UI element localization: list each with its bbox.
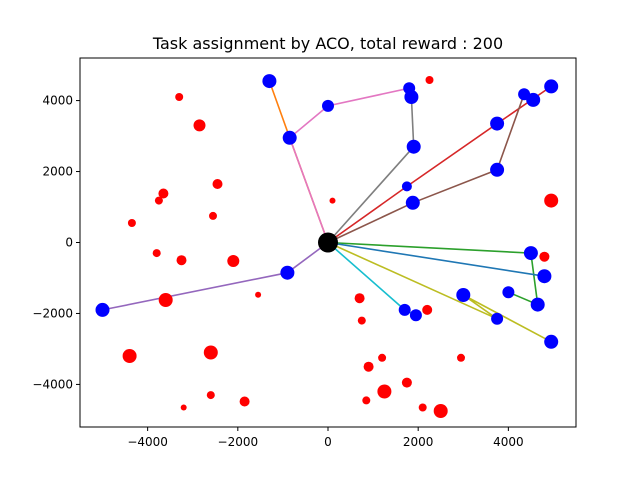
assigned-task-point xyxy=(262,74,277,89)
unassigned-task-point xyxy=(378,353,387,362)
unassigned-task-point xyxy=(209,211,217,220)
assigned-task-point xyxy=(95,302,110,317)
unassigned-task-point xyxy=(544,193,559,208)
assigned-task-point xyxy=(537,269,552,284)
assigned-task-point xyxy=(406,139,421,154)
unassigned-task-point xyxy=(433,404,448,418)
unassigned-task-point xyxy=(212,179,223,189)
assigned-task-point xyxy=(490,116,505,131)
x-tick-label: 4000 xyxy=(493,435,524,449)
route-line-8 xyxy=(327,241,552,343)
y-tick-label: −2000 xyxy=(32,306,73,320)
chart-title: Task assignment by ACO, total reward : 2… xyxy=(152,34,503,53)
unassigned-task-point xyxy=(193,119,206,132)
route-line-1 xyxy=(288,87,413,243)
route-line-2 xyxy=(327,96,415,244)
assigned-task-point xyxy=(491,312,504,325)
assigned-task-point xyxy=(502,286,515,299)
unassigned-task-point xyxy=(127,219,136,227)
unassigned-task-point xyxy=(154,196,163,205)
x-tick-label: 2000 xyxy=(403,435,434,449)
unassigned-task-point xyxy=(357,316,366,325)
assigned-task-point xyxy=(401,181,412,192)
assigned-task-point xyxy=(490,162,505,177)
unassigned-task-point xyxy=(422,304,433,315)
route-line-7 xyxy=(327,241,545,277)
assigned-task-point xyxy=(456,288,471,302)
assigned-task-point xyxy=(544,334,559,349)
route-line-5 xyxy=(102,241,329,311)
unassigned-task-point xyxy=(175,93,184,101)
unassigned-task-point xyxy=(457,353,465,362)
y-tick-label: 4000 xyxy=(42,94,73,108)
unassigned-task-point xyxy=(362,396,371,405)
assigned-task-point xyxy=(526,92,541,107)
assigned-task-point xyxy=(322,99,334,112)
points-layer xyxy=(95,74,559,418)
route-line-4 xyxy=(327,93,525,244)
unassigned-task-point xyxy=(180,404,187,411)
unassigned-task-point xyxy=(206,391,215,400)
unassigned-task-point xyxy=(176,255,187,266)
unassigned-task-point xyxy=(152,249,161,258)
assigned-task-point xyxy=(404,90,419,104)
x-tick-label: −2000 xyxy=(218,435,259,449)
y-tick-label: 2000 xyxy=(42,165,73,179)
assigned-task-point xyxy=(523,246,538,261)
y-tick-label: 0 xyxy=(65,236,73,250)
x-tick-label: 0 xyxy=(324,435,332,449)
unassigned-task-point xyxy=(329,197,336,204)
unassigned-task-point xyxy=(354,293,365,304)
unassigned-task-point xyxy=(425,76,434,84)
assigned-task-point xyxy=(405,195,420,210)
x-tick-label: −4000 xyxy=(127,435,168,449)
assigned-task-point xyxy=(530,297,545,312)
route-line-3 xyxy=(327,85,552,244)
ticks-layer: −4000 −2000 0 2000 4000 −4000 −2000 0 2000 4000 xyxy=(32,94,523,449)
unassigned-task-point xyxy=(377,384,392,399)
depot-point xyxy=(318,232,338,253)
y-tick-label: −4000 xyxy=(32,377,73,391)
unassigned-task-point xyxy=(401,377,412,388)
unassigned-task-point xyxy=(158,293,173,307)
unassigned-task-point xyxy=(122,349,137,363)
assigned-task-point xyxy=(544,79,559,94)
unassigned-task-point xyxy=(203,345,218,360)
unassigned-task-point xyxy=(239,396,250,407)
route-line-6 xyxy=(327,241,539,306)
unassigned-task-point xyxy=(363,361,374,372)
unassigned-task-point xyxy=(255,291,262,298)
unassigned-task-point xyxy=(539,251,550,262)
unassigned-task-point xyxy=(158,188,169,199)
unassigned-task-point xyxy=(227,255,240,267)
unassigned-task-point xyxy=(418,403,427,412)
assigned-task-point xyxy=(398,303,411,316)
assigned-task-point xyxy=(282,130,297,145)
assigned-task-point xyxy=(280,265,295,280)
assigned-task-point xyxy=(409,309,422,322)
